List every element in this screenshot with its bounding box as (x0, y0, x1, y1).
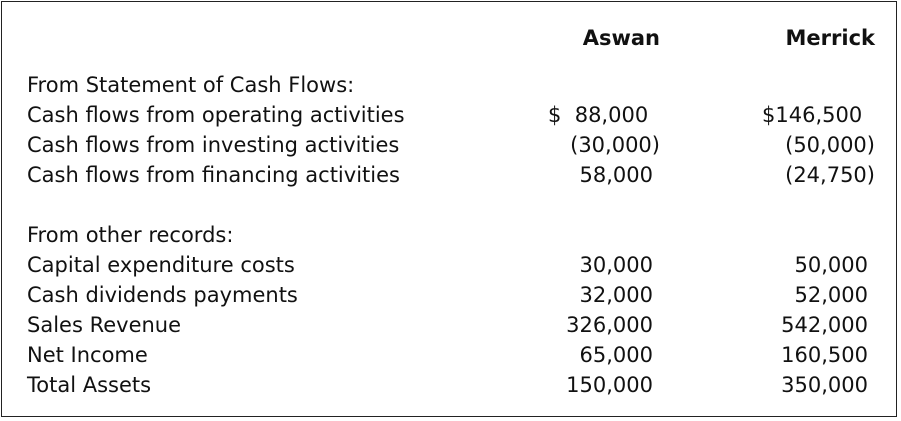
cell-aswan-dividends: 32,000 (579, 283, 653, 307)
cell-aswan-net-income: 65,000 (579, 343, 653, 367)
cell-merrick-dividends: 52,000 (794, 283, 868, 307)
cell-merrick-capex: 50,000 (794, 253, 868, 277)
row-label-investing: Cash flows from investing activities (27, 133, 400, 157)
row-label-net-income: Net Income (27, 343, 148, 367)
cell-merrick-operating: $146,500 (762, 103, 863, 127)
cell-aswan-total-assets: 150,000 (566, 373, 653, 397)
cell-aswan-sales-revenue: 326,000 (566, 313, 653, 337)
cell-aswan-investing: (30,000) (570, 133, 660, 157)
cell-merrick-sales-revenue: 542,000 (781, 313, 868, 337)
cell-merrick-investing: (50,000) (785, 133, 875, 157)
cell-merrick-total-assets: 350,000 (781, 373, 868, 397)
row-label-financing: Cash flows from financing activities (27, 163, 400, 187)
column-header-merrick: Merrick (785, 26, 875, 50)
cell-aswan-capex: 30,000 (579, 253, 653, 277)
row-label-dividends: Cash dividends payments (27, 283, 298, 307)
cell-merrick-net-income: 160,500 (781, 343, 868, 367)
column-header-aswan: Aswan (582, 26, 660, 50)
row-label-sales-revenue: Sales Revenue (27, 313, 182, 337)
row-label-total-assets: Total Assets (27, 373, 152, 397)
section-title-other-records: From other records: (27, 223, 234, 247)
cell-aswan-operating: $ 88,000 (548, 103, 649, 127)
cell-merrick-financing: (24,750) (785, 163, 875, 187)
section-title-cash-flows: From Statement of Cash Flows: (27, 73, 355, 97)
row-label-capex: Capital expenditure costs (27, 253, 295, 277)
cell-aswan-financing: 58,000 (579, 163, 653, 187)
row-label-operating: Cash flows from operating activities (27, 103, 405, 127)
